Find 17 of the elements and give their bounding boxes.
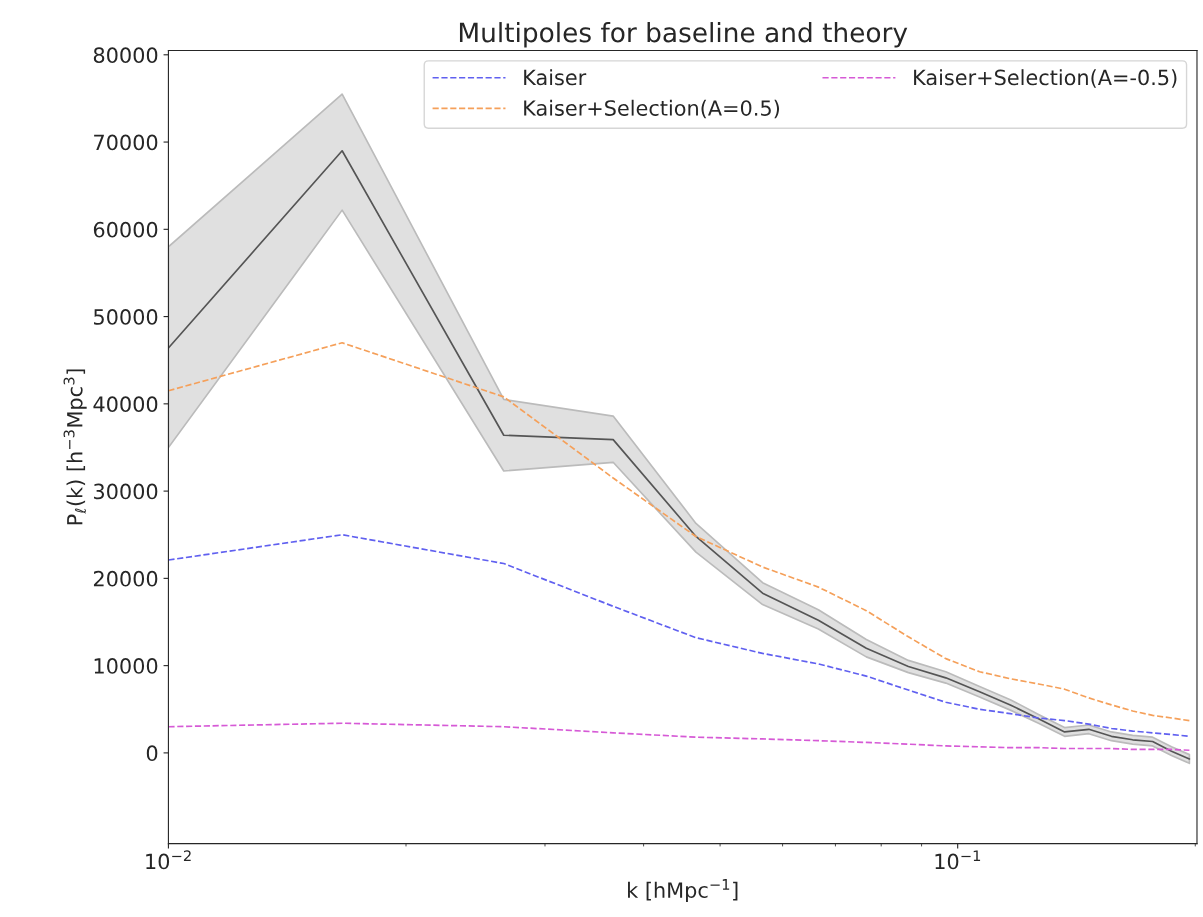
y-tick-label: 70000: [94, 134, 158, 151]
x-tick-label: 10$^{−1}$: [935, 850, 981, 870]
legend-label: Kaiser: [524, 69, 587, 86]
y-tick-label: 80000: [93, 47, 158, 64]
x-tick-label: 10$^{−2}$: [146, 850, 191, 870]
y-tick-label: 0: [146, 745, 158, 762]
legend-label: Kaiser+Selection(A=-0.5): [914, 69, 1177, 88]
y-tick-label: 30000: [94, 483, 158, 500]
legend-label: Kaiser+Selection(A=0.5): [524, 99, 780, 119]
y-tick-label: 60000: [93, 221, 158, 238]
y-tick-label: 20000: [93, 570, 158, 587]
y-tick-label: 40000: [93, 396, 158, 413]
y-tick-label: 50000: [94, 309, 158, 325]
y-axis-title: P$_{ℓ}$(k) [h$^{−3}$Mpc$^{3}$]: [63, 369, 87, 525]
y-tick-label: 10000: [94, 658, 158, 674]
chart-title: Multipoles for baseline and theory: [459, 22, 908, 48]
x-axis-title: k [hMpc$^{−1}$]: [628, 879, 738, 903]
